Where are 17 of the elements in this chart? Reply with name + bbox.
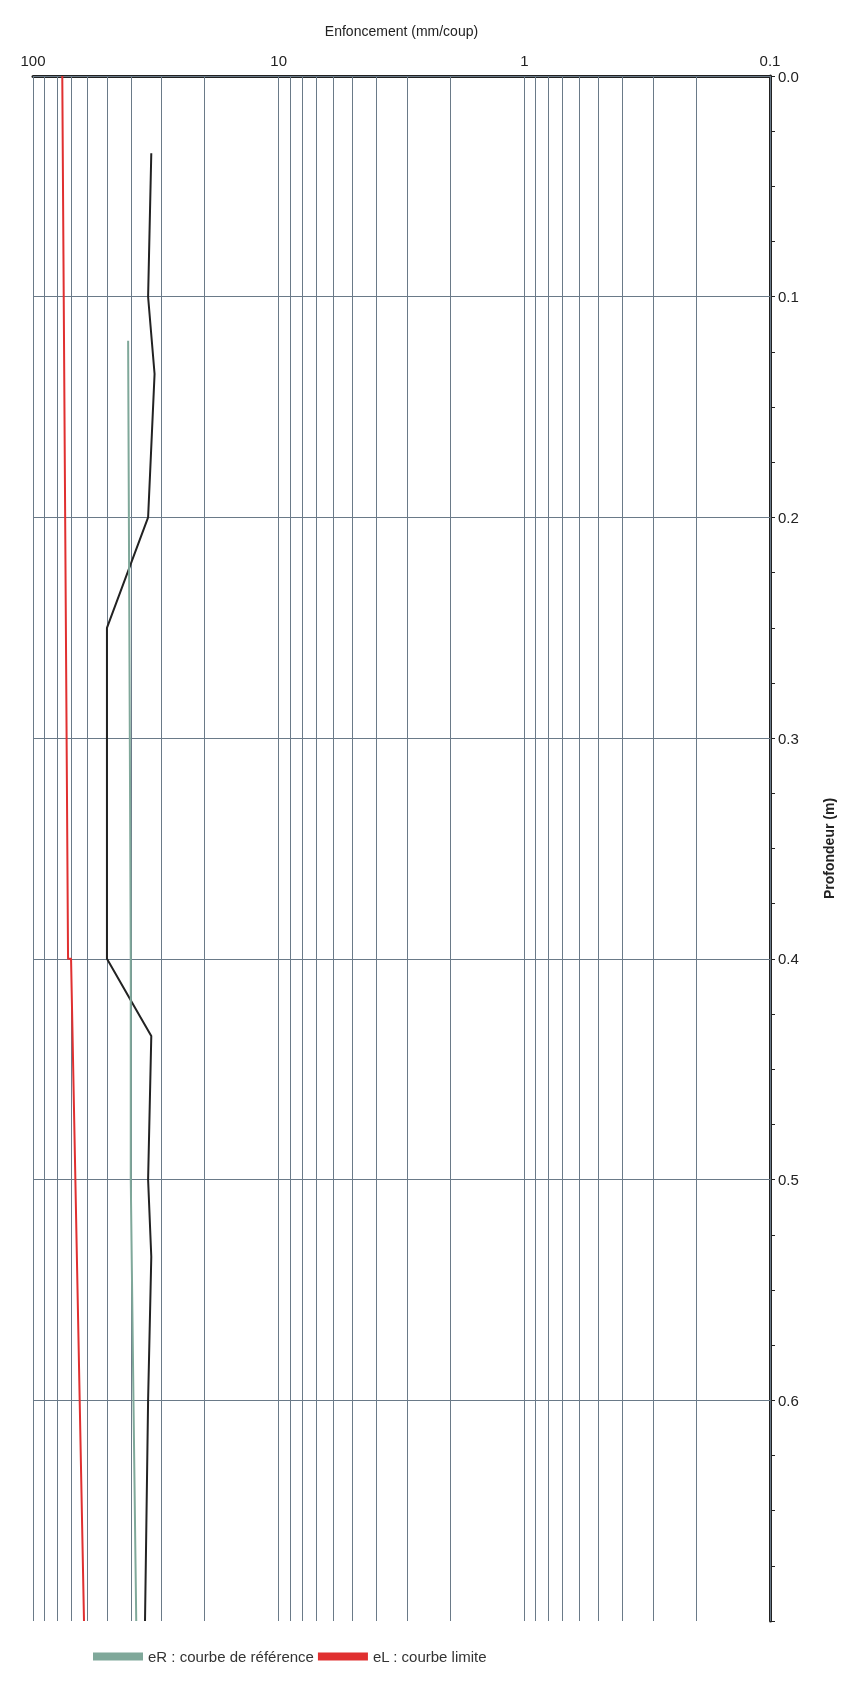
line-series [127, 339, 138, 1622]
y-axis-title: Profondeur (m) [821, 797, 837, 900]
y-tick-label: 0.6 [778, 1391, 799, 1409]
legend-label: eR : courbe de référence [148, 1648, 314, 1665]
y-tick-label: 0.1 [778, 288, 799, 306]
x-tick-label: 1 [520, 52, 529, 69]
legend-label: eL : courbe limite [372, 1648, 487, 1665]
y-tick-label: 0.2 [778, 508, 799, 526]
y-tick-label: 0.4 [778, 950, 799, 968]
x-tick-label: 100 [20, 52, 46, 69]
x-tick-label: 10 [270, 52, 288, 69]
x-tick-label: 0.1 [759, 52, 781, 69]
line-series [105, 152, 156, 1622]
y-tick-label: 0.0 [778, 67, 799, 85]
x-axis-title: Enfoncement (mm/coup) [324, 23, 479, 39]
y-tick-label: 0.5 [778, 1171, 799, 1189]
y-tick-label: 0.3 [778, 729, 799, 747]
